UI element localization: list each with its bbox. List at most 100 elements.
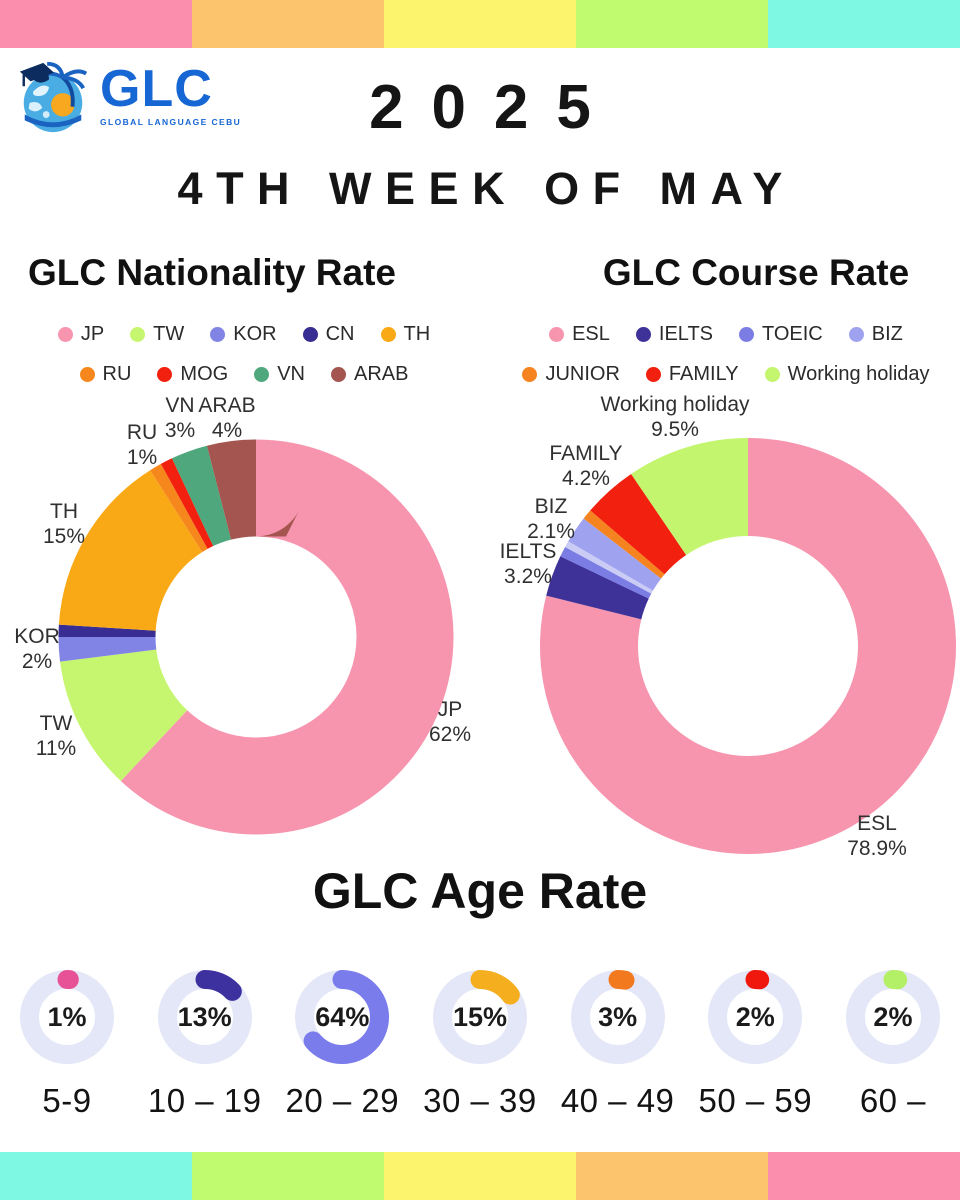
stripe-segment — [384, 0, 576, 48]
slice-label-kor: KOR 2% — [14, 625, 60, 673]
age-range-label: 60 – — [859, 1082, 927, 1119]
age-gauge-row: 1% 5-9 13% 10 – 19 64% 20 – 29 15% 30 – … — [8, 970, 952, 1120]
stripe-segment — [0, 1152, 192, 1200]
age-chart-title: GLC Age Rate — [312, 863, 648, 919]
slice-label-vn: VN 3% — [164, 394, 196, 442]
age-ring-chart — [20, 970, 114, 1064]
age-ring-value: 2% — [873, 1001, 913, 1032]
age-ring-chart — [570, 970, 665, 1064]
course-donut-chart — [540, 438, 956, 854]
legend-label: JP — [80, 322, 105, 345]
legend-dot — [79, 366, 95, 382]
stripe-segment — [384, 1152, 576, 1200]
legend-dot — [130, 326, 146, 342]
legend-dot — [635, 326, 651, 342]
slice-label-working-holiday: Working holiday 9.5% — [600, 393, 750, 441]
age-range-label: 20 – 29 — [285, 1082, 400, 1119]
stripe-segment — [768, 0, 960, 48]
stripe-segment — [576, 0, 768, 48]
top-color-stripe — [0, 0, 960, 48]
legend-label: JUNIOR — [545, 362, 620, 385]
legend-dot — [302, 326, 318, 342]
nationality-chart-title: GLC Nationality Rate — [28, 252, 396, 293]
logo-text: GLC — [100, 59, 213, 118]
legend-label: CN — [325, 322, 355, 345]
age-ring-chart — [845, 970, 940, 1064]
age-gauge-60-plus: 2% 60 – — [834, 970, 952, 1120]
nationality-donut-chart — [58, 439, 454, 835]
age-gauge-40-49: 3% 40 – 49 — [559, 970, 677, 1120]
stripe-segment — [192, 0, 384, 48]
legend-item-junior: JUNIOR — [522, 362, 620, 386]
legend-dot — [522, 366, 538, 382]
legend-item-th: TH — [380, 322, 431, 346]
legend-label: FAMILY — [668, 362, 739, 385]
course-chart-title: GLC Course Rate — [602, 252, 910, 293]
legend-label: ARAB — [354, 362, 409, 385]
legend-item-tw: TW — [130, 323, 184, 346]
legend-dot — [331, 366, 346, 382]
age-gauge-30-39: 15% 30 – 39 — [421, 970, 539, 1120]
age-range-label: 40 – 49 — [560, 1082, 675, 1119]
age-ring-chart — [295, 970, 390, 1064]
legend-label: BIZ — [871, 322, 903, 345]
globe-palm-logo-icon — [19, 61, 88, 133]
legend-item-vn: VN — [254, 363, 305, 386]
week-subtitle: 4TH WEEK OF MAY — [177, 163, 796, 214]
legend-label: IELTS — [658, 322, 713, 345]
year-title: 2025 — [369, 73, 619, 142]
legend-dot — [848, 326, 864, 342]
legend-label: Working holiday — [787, 362, 930, 385]
legend-label: TH — [403, 322, 431, 345]
age-ring-value: 3% — [598, 1001, 638, 1032]
legend-item-arab: ARAB — [331, 363, 408, 386]
legend-dot — [764, 366, 780, 382]
glc-logo: GLC GLOBAL LANGUAGE CEBU — [14, 56, 241, 136]
age-ring-chart — [432, 970, 527, 1064]
legend-item-working-holiday: Working holiday — [764, 362, 930, 386]
legend-item-kor: KOR — [210, 322, 277, 346]
legend-label: RU — [102, 362, 132, 385]
age-ring-chart — [708, 970, 803, 1064]
stripe-segment — [192, 1152, 384, 1200]
legend-item-family: FAMILY — [645, 362, 739, 386]
legend-dot — [57, 326, 73, 342]
legend-dot — [157, 366, 173, 382]
legend-label: TOEIC — [762, 322, 823, 345]
legend-item-jp: JP — [57, 322, 105, 346]
legend-dot — [739, 326, 754, 342]
legend-label: ESL — [572, 322, 610, 345]
age-ring-value: 64% — [315, 1001, 370, 1032]
legend-label: VN — [277, 362, 305, 385]
legend-dot — [549, 326, 565, 342]
legend-item-toeic: TOEIC — [739, 323, 823, 346]
slice-label-arab: ARAB 4% — [198, 394, 256, 442]
legend-label: TW — [153, 322, 185, 345]
legend-item-ru: RU — [79, 362, 132, 386]
age-ring-value: 15% — [452, 1001, 507, 1032]
stripe-segment — [0, 0, 192, 48]
legend-item-ielts: IELTS — [635, 322, 713, 346]
nationality-legend: JP TW KOR CN TH RU MOG VN ARAB — [0, 314, 488, 394]
legend-label: KOR — [233, 322, 277, 345]
legend-dot — [254, 366, 270, 382]
age-gauge-10-19: 13% 10 – 19 — [146, 970, 264, 1120]
legend-item-esl: ESL — [549, 323, 610, 346]
age-range-label: 30 – 39 — [423, 1082, 537, 1119]
age-ring-value: 2% — [735, 1001, 775, 1032]
course-legend: ESL IELTS TOEIC BIZ JUNIOR FAMILY Workin… — [496, 314, 956, 394]
stripe-segment — [576, 1152, 768, 1200]
legend-label: MOG — [180, 362, 229, 385]
age-gauge-50-59: 2% 50 – 59 — [696, 970, 814, 1120]
legend-dot — [645, 366, 661, 382]
legend-item-mog: MOG — [157, 363, 228, 386]
age-gauge-5-9: 1% 5-9 — [8, 970, 126, 1120]
legend-item-cn: CN — [302, 322, 355, 346]
age-range-label: 50 – 59 — [698, 1082, 813, 1119]
age-ring-value: 1% — [47, 1001, 87, 1032]
logo-subtext: GLOBAL LANGUAGE CEBU — [100, 117, 242, 128]
age-gauge-20-29: 64% 20 – 29 — [283, 970, 401, 1120]
age-range-label: 5-9 — [42, 1082, 92, 1119]
legend-item-biz: BIZ — [848, 322, 903, 346]
age-ring-chart — [157, 970, 252, 1064]
